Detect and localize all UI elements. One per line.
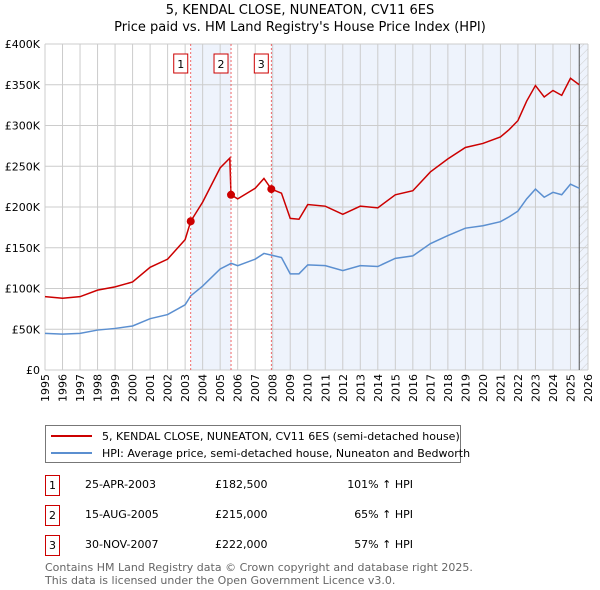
sale-label-box [213,53,229,74]
sale-point [267,185,276,194]
x-tick-label: 1996 [57,374,70,402]
x-tick-label: 2026 [582,374,595,402]
y-tick-label: £100K [5,283,41,296]
sale-price: £215,000 [215,508,268,521]
sale-price: £182,500 [215,478,268,491]
y-tick-label: £250K [5,160,41,173]
y-tick-label: £50K [12,323,41,336]
x-tick-label: 2022 [512,374,525,402]
y-tick-label: £300K [5,120,41,133]
x-tick-label: 2008 [267,374,280,402]
x-tick-label: 1999 [109,374,122,402]
x-tick-label: 1998 [92,374,105,402]
x-tick-label: 2011 [319,374,332,402]
x-tick-label: 2003 [179,374,192,402]
hpi-line [44,183,580,335]
x-tick-label: 2013 [354,374,367,402]
price-chart: 1995 1996 1997 1998 1999 2000 2001 2002 2003 2004… [5,38,595,402]
property-price-line [44,77,580,300]
legend-swatch-blue [51,452,92,454]
sale-number-badge: 2 [45,505,60,526]
sale-label-box [253,53,269,74]
legend: 5, KENDAL CLOSE, NUNEATON, CV11 6ES (sem… [45,425,470,463]
legend-label: 5, KENDAL CLOSE, NUNEATON, CV11 6ES (sem… [102,429,460,443]
sale-hpi-change: 65% ↑ HPI [354,508,413,521]
x-tick-label: 1995 [39,374,52,402]
footer-line: This data is licensed under the Open Gov… [45,574,396,587]
x-tick-label: 2020 [477,374,490,402]
x-tick-label: 2018 [442,374,455,402]
x-tick-label: 2023 [529,374,542,402]
sale-point [186,217,195,226]
legend-item-property: 5, KENDAL CLOSE, NUNEATON, CV11 6ES (sem… [51,428,460,444]
x-tick-label: 2021 [494,374,507,402]
x-tick-label: 2012 [337,374,350,402]
legend-item-hpi: HPI: Average price, semi-detached house,… [51,445,470,461]
x-tick-label: 2015 [389,374,402,402]
sale-price: £222,000 [215,538,268,551]
footer: Contains HM Land Registry data © Crown c… [45,561,473,587]
sale-label-box [173,53,189,74]
sale-hpi-change: 57% ↑ HPI [354,538,413,551]
chart-title: 5, KENDAL CLOSE, NUNEATON, CV11 6ES [165,3,435,18]
x-tick-label: 2007 [249,374,262,402]
x-tick-label: 2001 [144,374,157,402]
sale-hpi-change: 101% ↑ HPI [347,478,413,491]
sale-date: 15-AUG-2005 [85,508,159,521]
x-tick-label: 2002 [162,374,175,402]
transaction-row: 2 15-AUG-2005 £215,000 65% ↑ HPI [45,505,465,526]
x-tick-label: 2004 [197,374,210,402]
legend-swatch-red [51,435,92,437]
sale-label: 2 [218,58,225,71]
x-tick-label: 2025 [564,374,577,402]
x-tick-label: 2005 [214,374,227,402]
sale-number-badge: 3 [45,535,60,556]
x-tick-label: 2010 [302,374,315,402]
y-tick-label: £200K [5,201,41,214]
chart-subtitle: Price paid vs. HM Land Registry's House … [114,20,486,35]
footer-line: Contains HM Land Registry data © Crown c… [45,561,473,574]
y-tick-label: £0 [26,364,40,377]
x-tick-label: 2006 [232,374,245,402]
x-tick-label: 2017 [424,374,437,402]
transaction-row: 1 25-APR-2003 £182,500 101% ↑ HPI [45,475,465,496]
y-tick-label: £400K [5,38,41,51]
legend-label: HPI: Average price, semi-detached house,… [102,446,471,460]
x-tick-label: 2014 [372,374,385,402]
transaction-row: 3 30-NOV-2007 £222,000 57% ↑ HPI [45,535,465,556]
x-tick-label: 1997 [74,374,87,402]
y-tick-label: £150K [5,242,41,255]
sale-number-badge: 1 [45,475,60,496]
x-tick-label: 2000 [127,374,140,402]
y-tick-label: £350K [5,79,41,92]
sale-point [227,190,236,199]
sale-label: 3 [258,58,265,71]
x-tick-label: 2024 [547,374,560,402]
sale-date: 30-NOV-2007 [85,538,159,551]
x-tick-label: 2019 [459,374,472,402]
sale-label: 1 [177,58,184,71]
sale-date: 25-APR-2003 [85,478,157,491]
x-tick-label: 2016 [407,374,420,402]
x-tick-label: 2009 [284,374,297,402]
